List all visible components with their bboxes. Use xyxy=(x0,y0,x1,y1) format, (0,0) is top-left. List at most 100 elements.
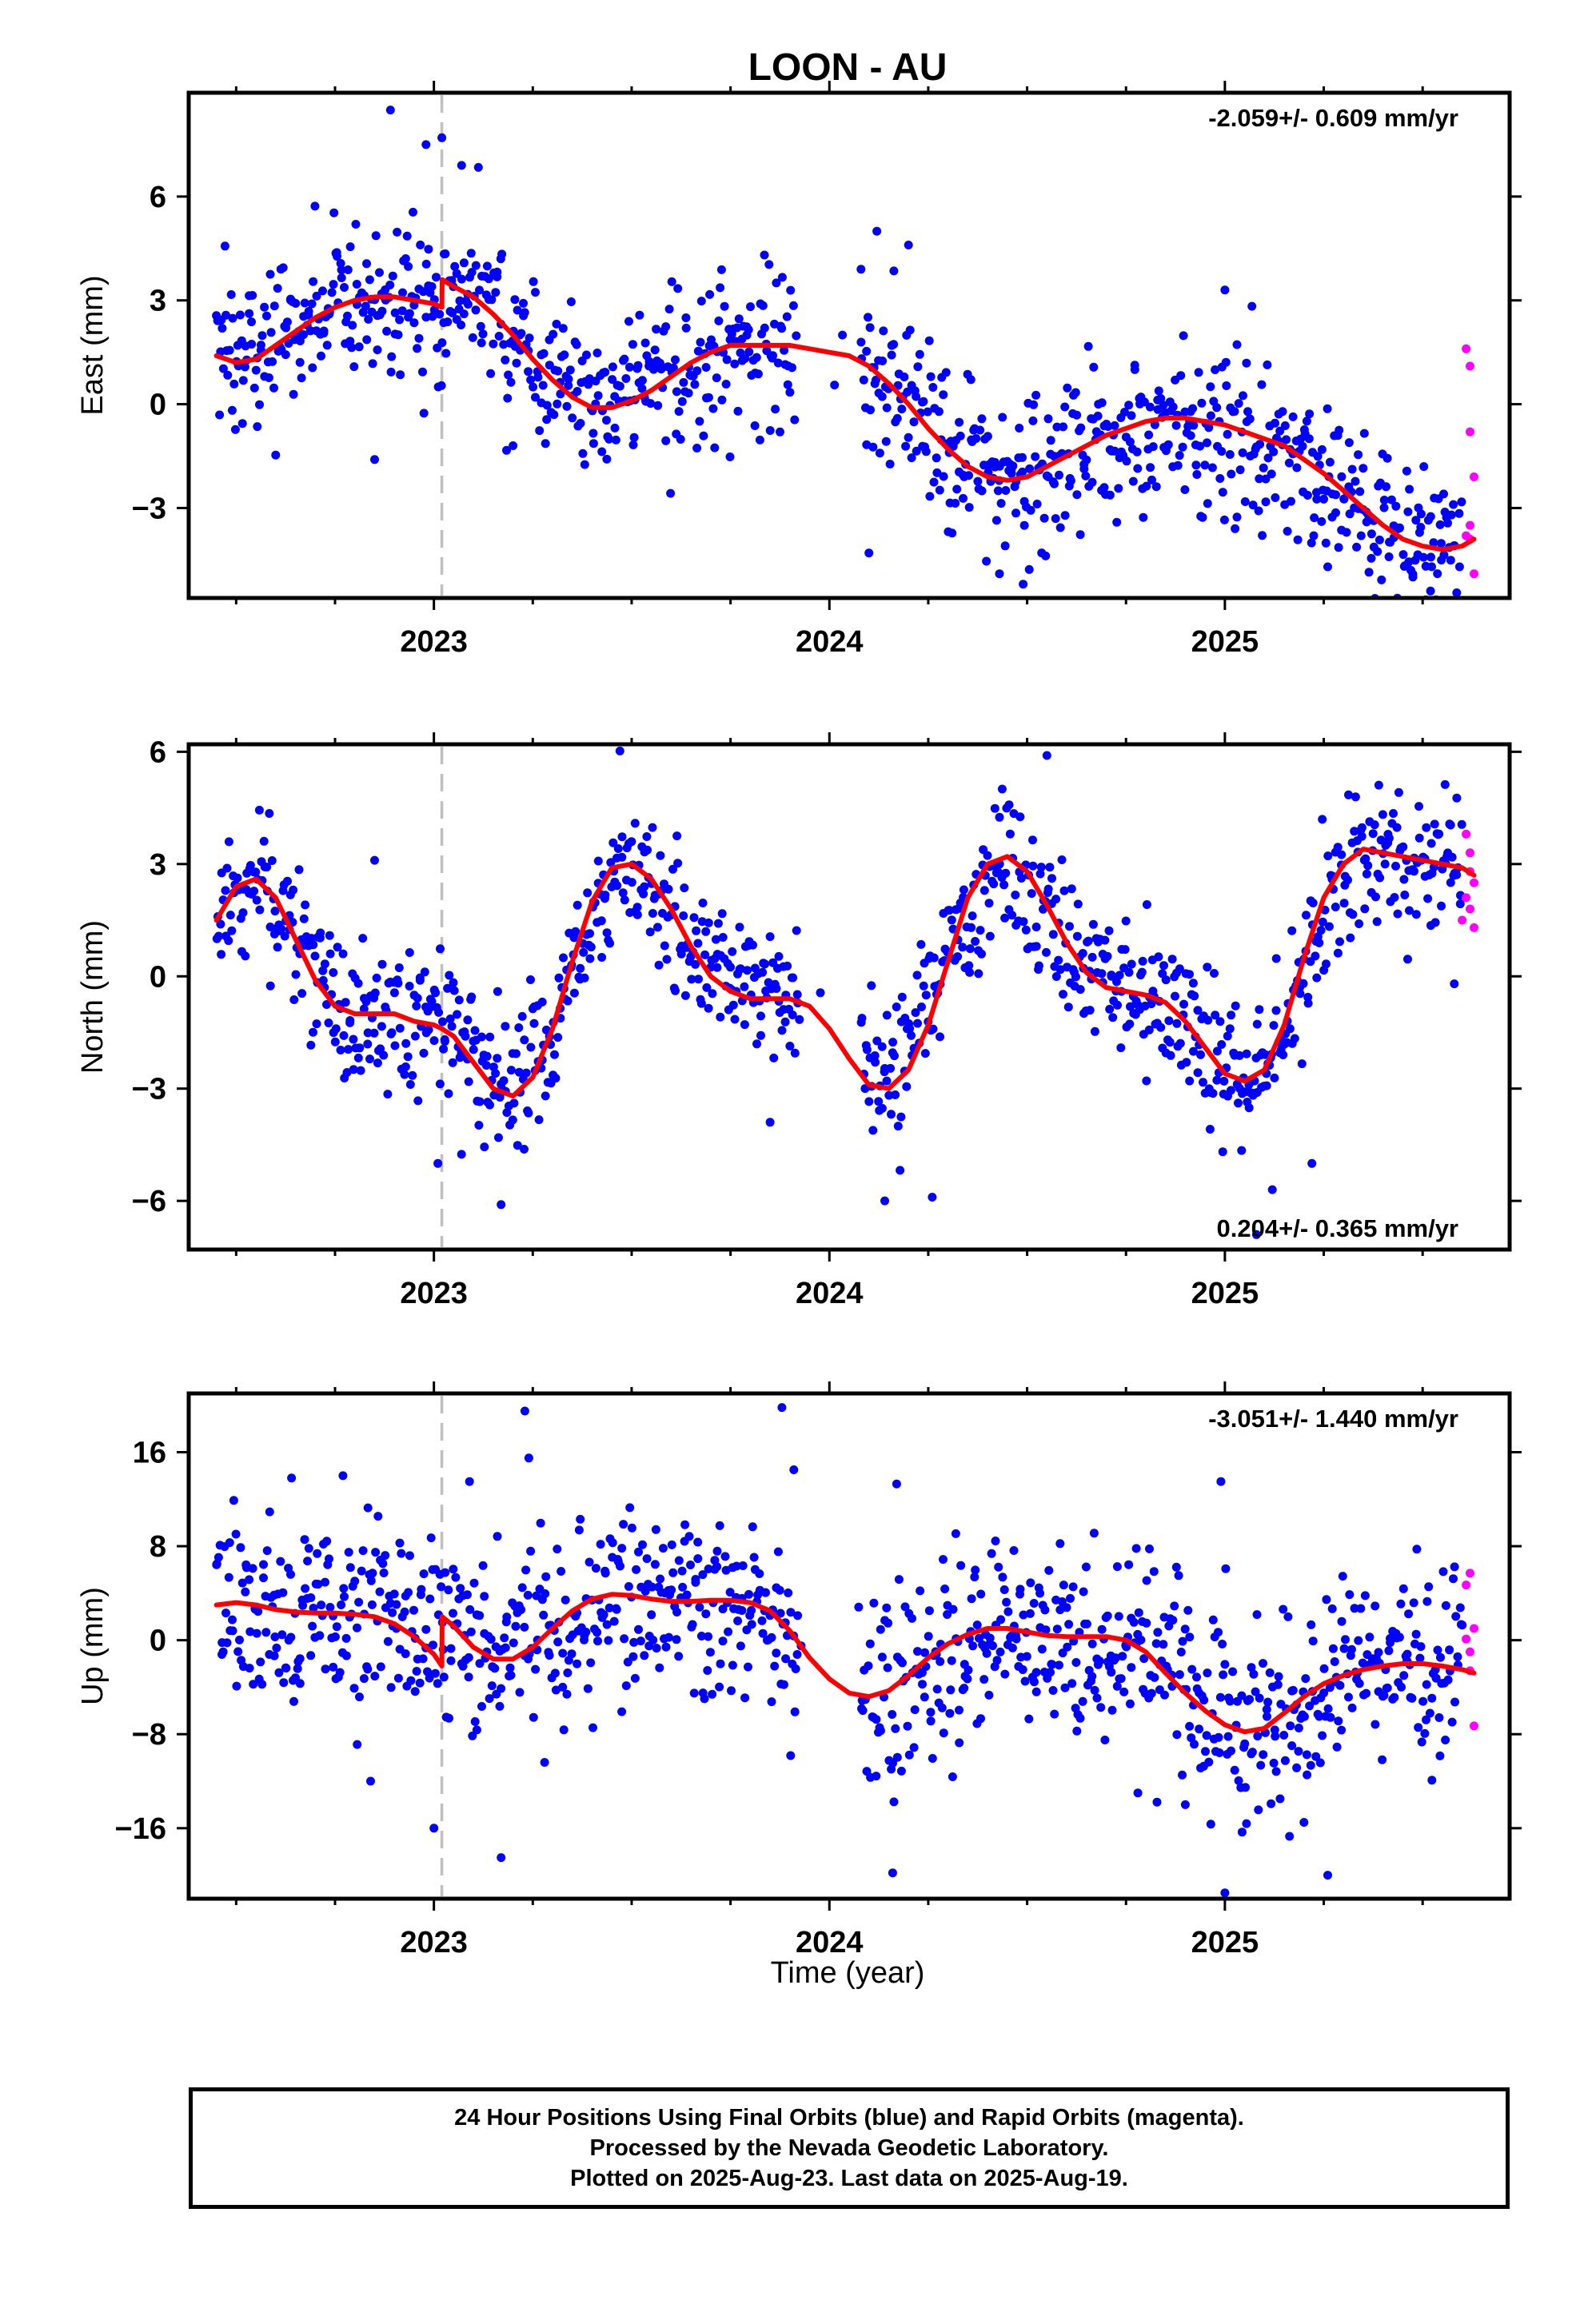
data-point xyxy=(992,1656,1002,1665)
data-point xyxy=(892,1752,902,1762)
data-point xyxy=(235,1635,244,1644)
data-point xyxy=(286,1569,295,1579)
data-point xyxy=(964,471,973,480)
data-point xyxy=(341,1633,351,1643)
data-point xyxy=(1060,511,1070,520)
data-point xyxy=(419,409,429,418)
data-point xyxy=(1228,1667,1238,1676)
data-point xyxy=(640,882,649,891)
data-point xyxy=(728,947,737,956)
data-point xyxy=(249,887,259,896)
data-point xyxy=(473,162,483,172)
data-point xyxy=(1431,1673,1441,1683)
data-point xyxy=(1231,1001,1240,1011)
data-point xyxy=(1151,482,1161,492)
data-point xyxy=(1185,1632,1195,1642)
data-point xyxy=(1202,1731,1211,1740)
data-point xyxy=(1110,421,1119,430)
data-point xyxy=(502,1612,512,1622)
data-point xyxy=(1362,869,1371,879)
data-point xyxy=(1407,1693,1417,1703)
data-point xyxy=(564,374,573,384)
data-point xyxy=(1156,1022,1166,1032)
data-point xyxy=(1379,1691,1389,1700)
data-point xyxy=(679,377,688,387)
data-point xyxy=(349,1034,358,1044)
data-point xyxy=(638,1540,647,1549)
data-point xyxy=(973,476,983,486)
data-point xyxy=(1317,516,1327,526)
data-point xyxy=(400,1607,409,1616)
data-point xyxy=(767,1632,776,1642)
data-point xyxy=(1031,942,1041,951)
data-point xyxy=(386,367,396,377)
data-point xyxy=(948,1604,958,1614)
data-point xyxy=(1218,1147,1227,1157)
data-point xyxy=(301,900,310,910)
data-point xyxy=(397,306,407,316)
data-point xyxy=(332,1622,341,1632)
data-point xyxy=(710,443,720,452)
data-point xyxy=(553,366,563,376)
data-point xyxy=(892,413,902,423)
data-point xyxy=(673,859,683,868)
data-point xyxy=(1457,497,1466,507)
data-point xyxy=(249,383,259,393)
data-point xyxy=(1082,455,1091,464)
data-point-outlier xyxy=(1019,580,1028,589)
data-point xyxy=(216,919,225,929)
data-point xyxy=(581,1628,591,1636)
data-point xyxy=(300,298,309,308)
data-point xyxy=(1208,1089,1218,1098)
data-point xyxy=(259,836,269,846)
data-point xyxy=(929,477,939,487)
data-point xyxy=(1185,1076,1195,1086)
data-point xyxy=(788,301,798,310)
data-point xyxy=(717,909,727,919)
data-point xyxy=(1087,477,1097,487)
data-point xyxy=(1194,368,1203,377)
data-point xyxy=(854,1602,864,1612)
data-point xyxy=(1302,911,1311,920)
data-point xyxy=(1252,1019,1262,1029)
data-point xyxy=(397,1549,406,1558)
data-point xyxy=(529,382,538,392)
data-point-outlier xyxy=(524,1453,533,1463)
data-point xyxy=(273,943,282,952)
data-point xyxy=(724,1627,733,1636)
data-point xyxy=(985,931,995,941)
data-point xyxy=(1132,447,1142,456)
data-point xyxy=(658,1544,668,1553)
data-point xyxy=(1391,501,1401,511)
data-point xyxy=(971,1565,980,1575)
data-point xyxy=(752,353,761,362)
data-point xyxy=(1435,520,1445,529)
data-point xyxy=(540,1758,549,1767)
data-point xyxy=(918,1680,927,1689)
data-point xyxy=(325,1603,335,1612)
data-point xyxy=(324,1018,333,1027)
plot-area xyxy=(212,106,1478,598)
data-point xyxy=(705,289,715,299)
data-point xyxy=(393,1673,403,1683)
data-point xyxy=(514,1067,524,1077)
data-point xyxy=(1280,1756,1290,1765)
data-point xyxy=(395,1538,405,1548)
data-point xyxy=(708,1689,717,1699)
data-point xyxy=(1168,1616,1178,1625)
data-point xyxy=(480,1592,489,1601)
data-point xyxy=(348,321,357,330)
data-point xyxy=(664,305,674,314)
x-axis-ticks: 2023 2024 2025 xyxy=(234,81,1424,659)
data-point xyxy=(1319,494,1328,504)
x-tick-label: 2024 xyxy=(796,1277,864,1310)
data-point xyxy=(321,1577,329,1587)
data-point xyxy=(520,1035,529,1045)
data-point xyxy=(1071,1658,1081,1667)
data-point xyxy=(1271,1006,1281,1015)
data-point xyxy=(493,987,502,996)
data-point xyxy=(939,472,948,481)
data-point xyxy=(640,1651,649,1660)
data-point xyxy=(1259,1659,1267,1668)
